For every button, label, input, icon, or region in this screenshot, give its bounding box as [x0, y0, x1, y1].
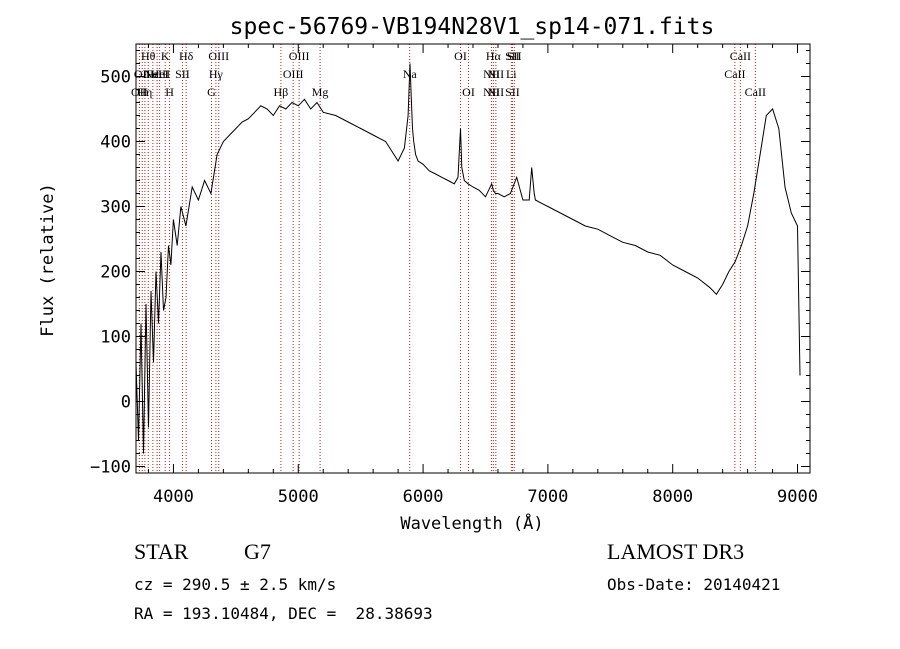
- line-label: Hη: [137, 85, 152, 99]
- line-label: NeIII: [144, 67, 170, 81]
- object-subclass: G7: [244, 539, 271, 564]
- line-label: Hε: [146, 67, 160, 81]
- x-tick-label: 4000: [153, 487, 194, 507]
- y-axis-label: Flux (relative): [38, 183, 58, 337]
- line-label: CaII: [745, 85, 766, 99]
- line-label: Hα: [486, 49, 502, 63]
- observation-date: Obs-Date: 20140421: [607, 575, 781, 594]
- line-label: G: [207, 85, 216, 99]
- line-label: Hγ: [209, 67, 224, 81]
- y-tick-label: −100: [90, 458, 131, 478]
- line-label: OI: [462, 85, 475, 99]
- survey-release: LAMOST DR3: [607, 539, 745, 564]
- y-tick-label: 200: [100, 263, 131, 283]
- x-axis-label: Wavelength (Å): [400, 512, 543, 534]
- line-label: Hβ: [274, 85, 289, 99]
- y-tick-label: 500: [100, 68, 131, 88]
- line-label: SII: [505, 85, 520, 99]
- y-tick-label: 100: [100, 328, 131, 348]
- line-label: NII: [483, 85, 500, 99]
- redshift-velocity: cz = 290.5 ± 2.5 km/s: [134, 575, 337, 594]
- x-axis: 4000 5000 6000 7000 8000 9000: [147, 44, 818, 507]
- line-label: HeI: [151, 67, 169, 81]
- line-label: CaII: [724, 67, 745, 81]
- spectrum-line: [135, 63, 801, 454]
- line-label: K: [161, 49, 170, 63]
- line-label-group: OIIOIIHηHθHεNeIIIHeIKHSIIHδGHγOIIIHβOIII…: [131, 49, 766, 99]
- line-label: SII: [505, 49, 520, 63]
- line-label: CaII: [730, 49, 751, 63]
- y-tick-label: 0: [121, 393, 131, 413]
- y-axis: −100 0 100 200 300 400 500: [90, 50, 810, 478]
- line-label: SII: [507, 49, 522, 63]
- object-class: STAR: [134, 539, 189, 564]
- line-label: OII: [131, 85, 148, 99]
- y-tick-label: 300: [100, 198, 131, 218]
- line-label: SII: [175, 67, 190, 81]
- chart-title: spec-56769-VB194N28V1_sp14-071.fits: [230, 14, 715, 40]
- line-label: H: [165, 85, 174, 99]
- x-tick-label: 6000: [403, 487, 444, 507]
- x-tick-label: 5000: [278, 487, 319, 507]
- line-label: OI: [454, 49, 467, 63]
- line-label: Hδ: [179, 49, 194, 63]
- sky-coordinates: RA = 193.10484, DEC = 28.38693: [134, 604, 433, 623]
- y-tick-label: 400: [100, 133, 131, 153]
- line-label: NII: [488, 67, 505, 81]
- line-label: NII: [483, 67, 500, 81]
- line-label: NII: [488, 85, 505, 99]
- line-label: Mg: [312, 85, 329, 99]
- line-label: Hθ: [141, 49, 156, 63]
- x-tick-label: 9000: [777, 487, 818, 507]
- line-label: OIII: [208, 49, 229, 63]
- x-tick-label: 7000: [527, 487, 568, 507]
- line-label: OIII: [289, 49, 310, 63]
- x-tick-label: 8000: [652, 487, 693, 507]
- plot-frame: [135, 43, 811, 474]
- line-label: Li: [506, 67, 517, 81]
- line-label: OII: [134, 67, 151, 81]
- line-marker-group: [138, 44, 756, 473]
- line-label: OIII: [283, 67, 304, 81]
